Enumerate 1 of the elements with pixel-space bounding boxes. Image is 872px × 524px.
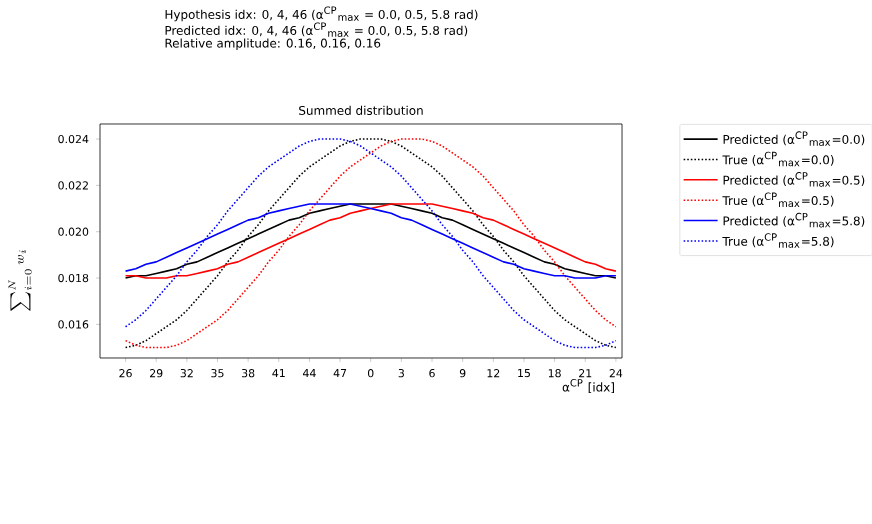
y-axis-title: $\sum_{i=0}^{N} w_i$ [8, 249, 32, 311]
